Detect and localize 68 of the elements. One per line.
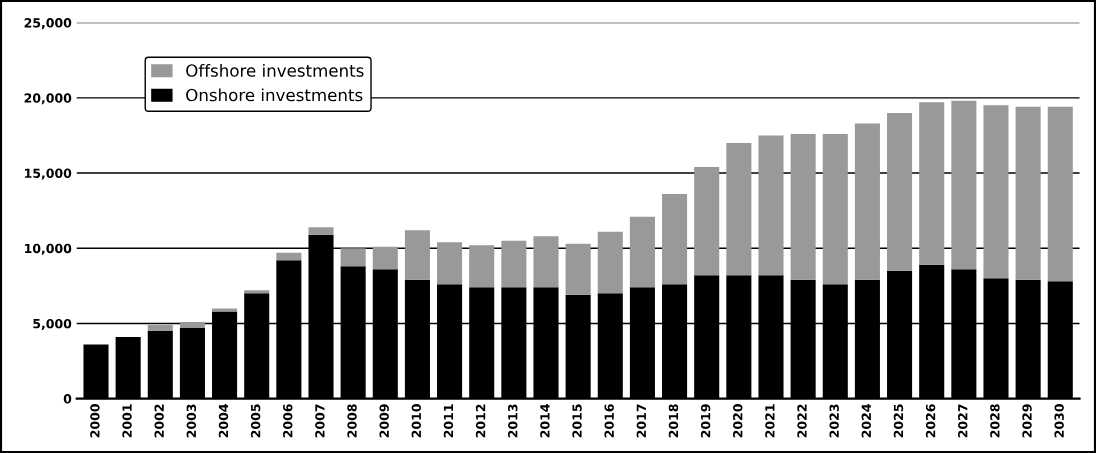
x-tick-label: 2000 <box>90 404 100 438</box>
y-tick-label: 20,000 <box>24 93 72 105</box>
x-tick-label: 2026 <box>925 404 936 438</box>
y-tick-label: 5,000 <box>33 318 72 330</box>
bar <box>597 231 623 294</box>
x-tick-label: 2011 <box>443 404 454 438</box>
x-tick-label: 2019 <box>700 404 711 438</box>
x-tick-label: 2016 <box>604 404 614 438</box>
x-tick-label: 2021 <box>765 404 775 438</box>
x-tick-label: 2008 <box>347 404 357 438</box>
bar <box>501 240 527 288</box>
bar <box>790 133 816 280</box>
x-tick-label: 2014 <box>540 404 550 438</box>
bar <box>469 245 495 288</box>
y-tick-label: 0 <box>63 394 72 404</box>
x-tick-label: 2022 <box>797 404 807 438</box>
bar <box>1015 106 1041 280</box>
bar <box>822 133 848 285</box>
y-tick-label: 10,000 <box>25 243 72 255</box>
bar <box>887 112 913 271</box>
x-tick-label: 2023 <box>829 404 839 438</box>
x-tick-label: 2020 <box>733 404 743 438</box>
x-tick-label: 2015 <box>572 404 582 438</box>
bar <box>854 123 880 280</box>
x-tick-label: 2018 <box>668 404 679 438</box>
x-tick-label: 2010 <box>411 404 422 438</box>
legend-label: Offshore investments <box>186 63 364 77</box>
bar <box>308 227 334 235</box>
x-tick-label: 2003 <box>186 404 197 438</box>
legend-label: Onshore investments <box>186 88 363 102</box>
bar <box>662 194 688 285</box>
x-tick-label: 2029 <box>1022 404 1032 438</box>
bar <box>533 236 559 288</box>
bar <box>565 243 591 295</box>
bar <box>726 142 752 276</box>
bar <box>276 252 302 261</box>
x-tick-label: 2002 <box>154 404 164 438</box>
bar <box>372 246 398 270</box>
bar <box>629 216 655 288</box>
x-tick-label: 2028 <box>990 404 1000 438</box>
x-tick-label: 2009 <box>379 404 389 438</box>
x-tick-label: 2006 <box>283 404 293 438</box>
x-tick-label: 2007 <box>315 404 325 438</box>
bar <box>758 135 784 276</box>
bar <box>1047 106 1073 282</box>
y-tick-label: 25,000 <box>24 18 72 30</box>
bar <box>437 242 463 285</box>
x-tick-label: 2005 <box>250 404 261 438</box>
bar <box>404 230 430 280</box>
bar <box>244 290 270 294</box>
x-tick-label: 2013 <box>508 404 518 438</box>
y-tick-label: 15,000 <box>25 168 72 180</box>
bar <box>179 321 205 328</box>
bar <box>212 308 238 312</box>
x-tick-label: 2017 <box>636 404 647 438</box>
x-tick-label: 2001 <box>122 404 132 438</box>
bar <box>340 248 366 267</box>
bar <box>951 100 977 270</box>
bar <box>147 324 173 331</box>
x-tick-label: 2027 <box>958 404 968 438</box>
bar <box>983 105 1009 279</box>
x-tick-label: 2012 <box>475 404 486 438</box>
x-tick-label: 2004 <box>218 404 229 438</box>
bar <box>694 167 720 276</box>
x-tick-label: 2025 <box>893 404 904 438</box>
x-tick-label: 2030 <box>1054 404 1064 438</box>
x-tick-label: 2024 <box>861 404 872 438</box>
bar <box>919 102 945 265</box>
